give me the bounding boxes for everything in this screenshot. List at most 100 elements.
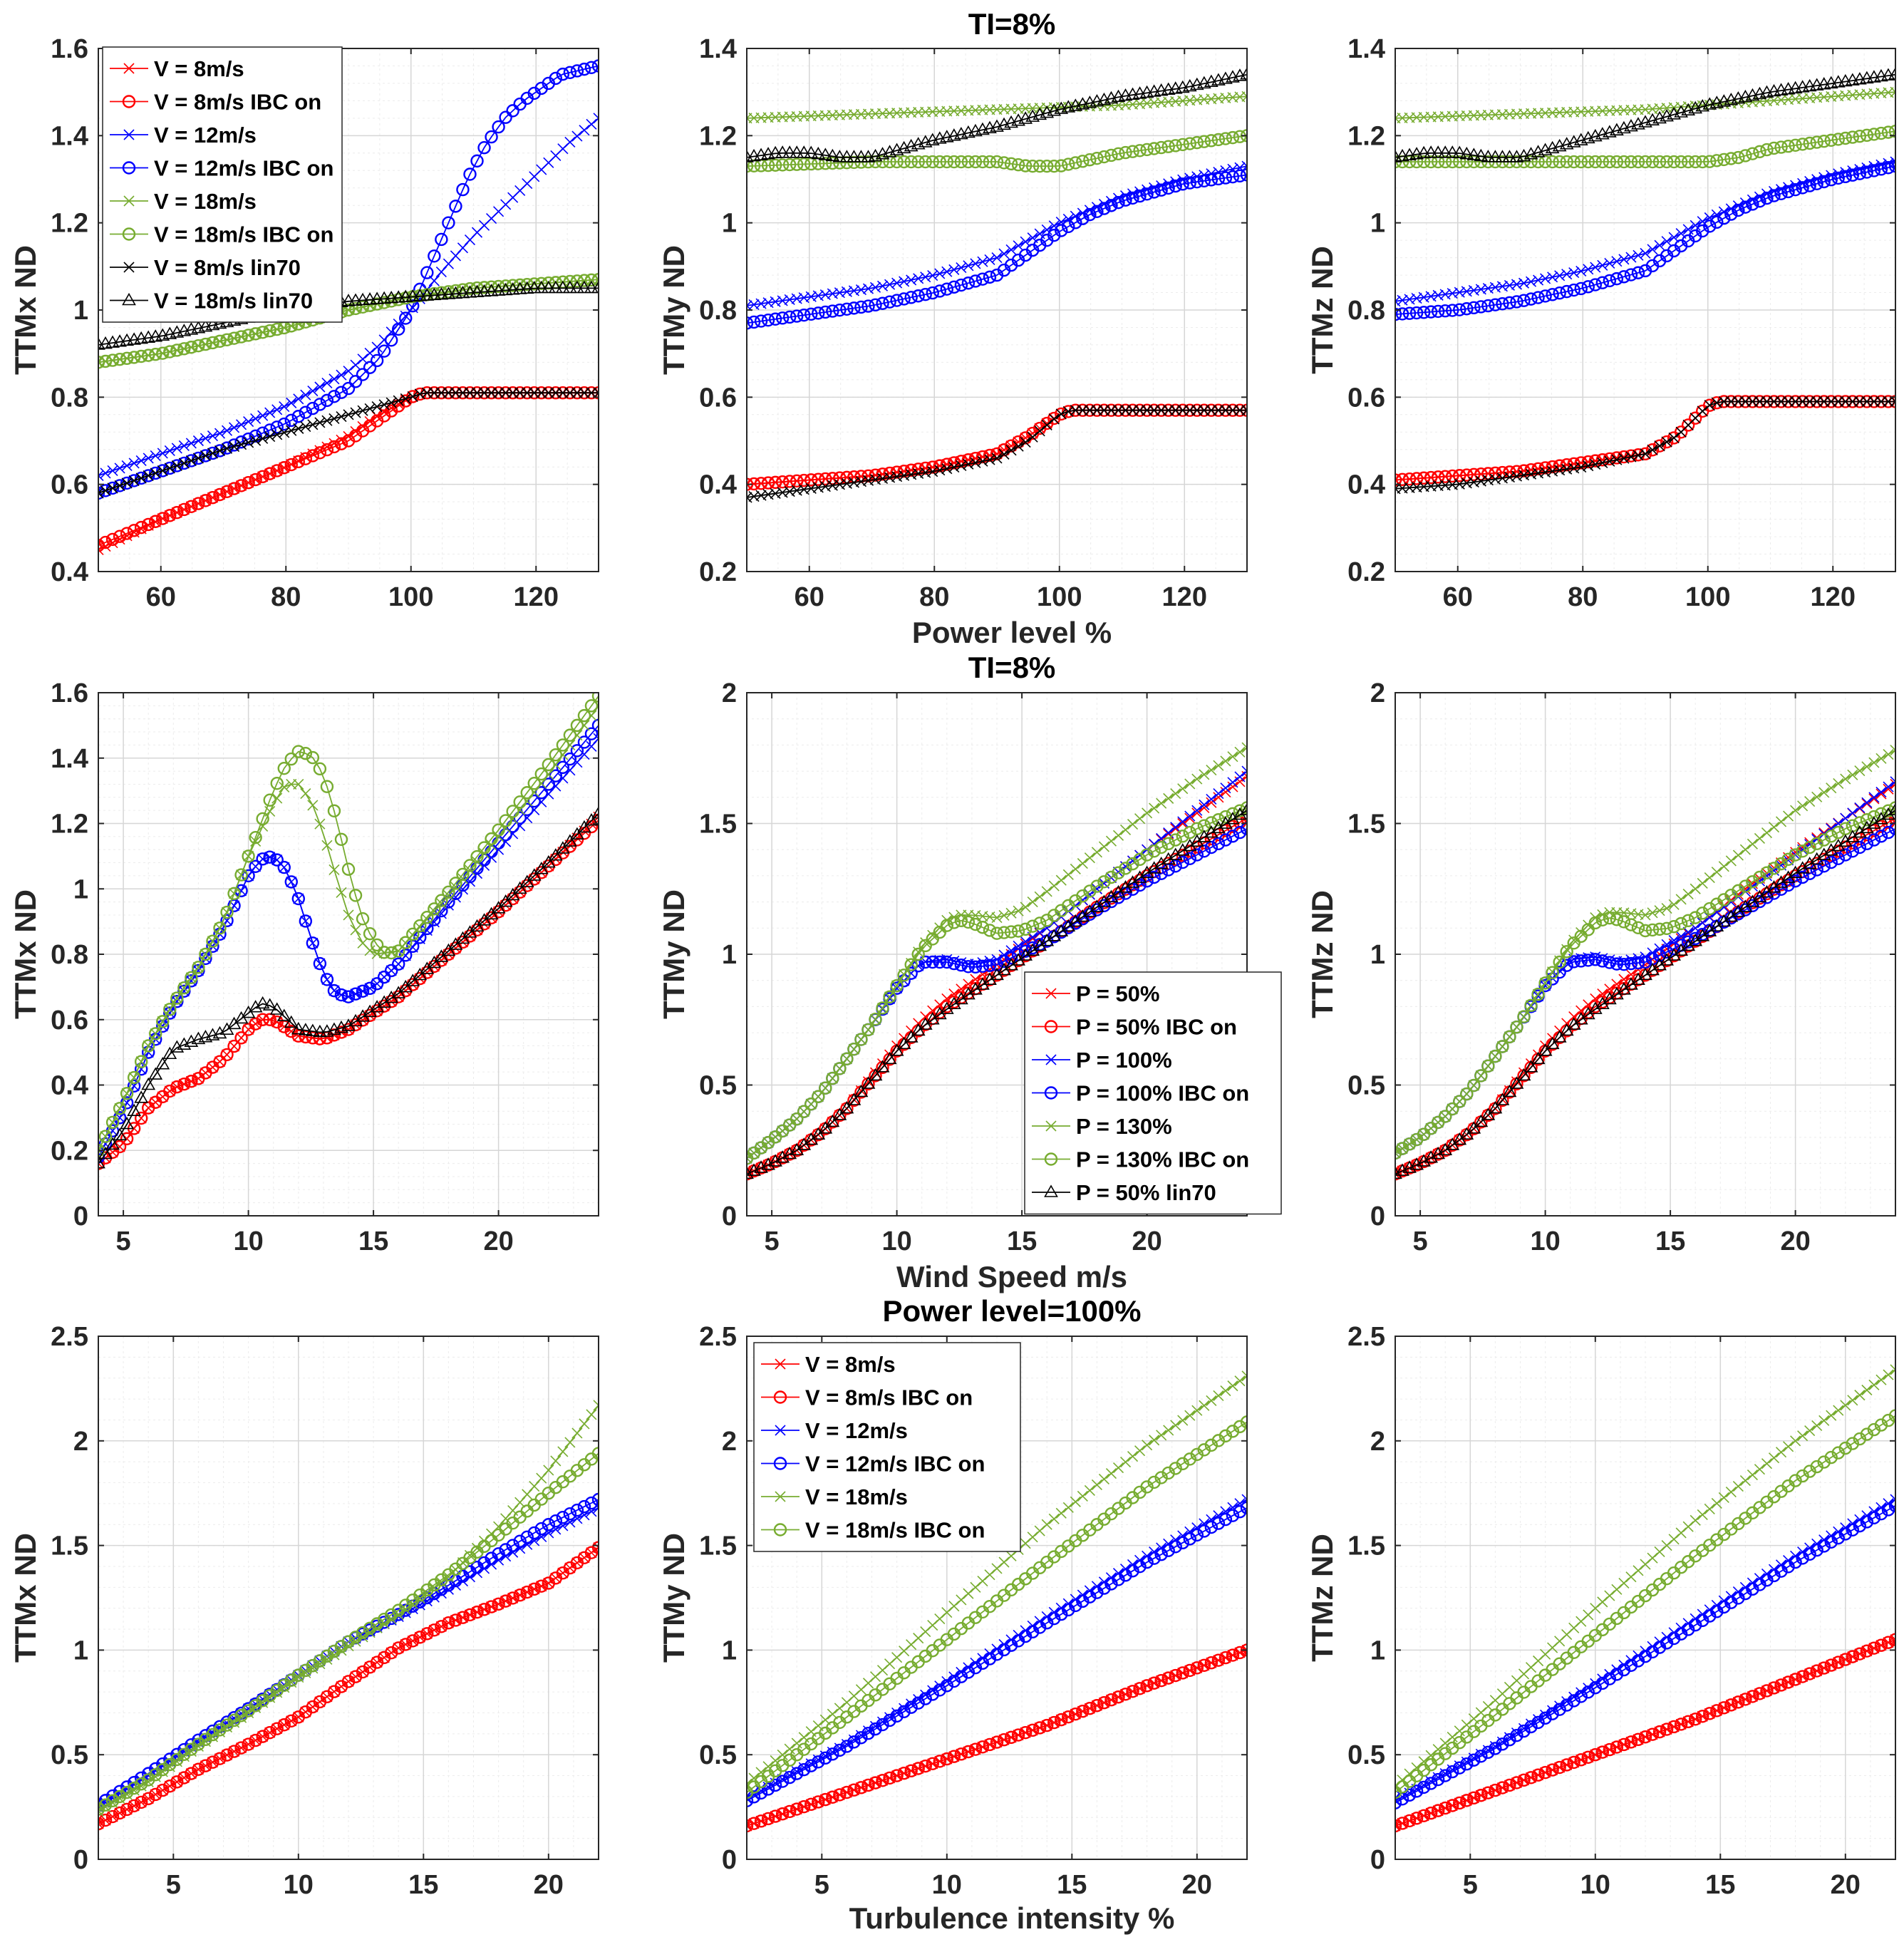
y-tick-label: 0.4 (51, 557, 88, 587)
y-tick-label: 0.2 (1347, 557, 1385, 587)
y-tick-label: 0.4 (1347, 470, 1385, 500)
x-tick-label: 10 (932, 1870, 962, 1900)
legend-label: P = 50% IBC on (1076, 1015, 1237, 1040)
legend-label: V = 12m/s (154, 123, 257, 148)
x-tick-label: 100 (388, 582, 433, 612)
y-axis-label: TTMx ND (9, 1533, 42, 1663)
x-tick-label: 60 (1443, 582, 1473, 612)
legend-label: V = 18m/s lin70 (154, 289, 313, 314)
y-axis-label: TTMz ND (1305, 890, 1339, 1018)
y-tick-label: 0.5 (51, 1740, 88, 1770)
x-tick-label: 60 (795, 582, 824, 612)
middle-row-xlabel: Wind Speed m/s (896, 1260, 1127, 1293)
y-tick-label: 0.6 (699, 383, 737, 413)
y-tick-label: 1 (1370, 209, 1385, 239)
y-tick-label: 0.6 (51, 1006, 88, 1035)
x-tick-label: 10 (233, 1226, 263, 1256)
x-tick-label: 15 (1007, 1226, 1037, 1256)
middle-row-title: TI=8% (968, 651, 1056, 684)
y-tick-label: 1.5 (1347, 810, 1385, 840)
x-tick-label: 120 (1162, 582, 1207, 612)
x-tick-label: 15 (1057, 1870, 1087, 1900)
y-tick-label: 0.6 (51, 470, 88, 500)
x-tick-label: 120 (1811, 582, 1856, 612)
y-tick-label: 0.5 (699, 1071, 737, 1101)
y-tick-label: 1.5 (699, 810, 737, 840)
y-tick-label: 2.5 (51, 1322, 88, 1352)
x-tick-label: 80 (919, 582, 949, 612)
y-tick-label: 1.4 (1347, 34, 1385, 64)
y-tick-label: 1 (722, 940, 737, 970)
y-tick-label: 1.5 (699, 1532, 737, 1561)
x-tick-label: 15 (1655, 1226, 1685, 1256)
legend: V = 8m/sV = 8m/s IBC onV = 12m/sV = 12m/… (754, 1343, 1020, 1551)
y-tick-label: 1.4 (51, 744, 88, 774)
x-tick-label: 5 (765, 1226, 780, 1256)
x-tick-label: 120 (514, 582, 559, 612)
y-tick-label: 1.2 (51, 810, 88, 840)
x-tick-label: 15 (358, 1226, 388, 1256)
y-axis-label: TTMy ND (657, 245, 690, 375)
y-tick-label: 1.5 (51, 1532, 88, 1561)
y-tick-label: 0 (1370, 1202, 1385, 1231)
legend-label: V = 8m/s (154, 56, 244, 81)
y-tick-label: 1 (73, 296, 88, 326)
y-tick-label: 2 (73, 1427, 88, 1457)
x-tick-label: 5 (166, 1870, 181, 1900)
x-tick-label: 80 (1568, 582, 1598, 612)
y-tick-label: 1.2 (1347, 121, 1385, 151)
y-axis-label: TTMx ND (9, 245, 42, 375)
legend-label: V = 18m/s (154, 189, 257, 214)
x-tick-label: 10 (284, 1870, 314, 1900)
y-tick-label: 0.4 (699, 470, 737, 500)
y-tick-label: 0.4 (51, 1071, 88, 1101)
x-tick-label: 20 (1780, 1226, 1810, 1256)
y-tick-label: 2 (722, 1427, 737, 1457)
y-tick-label: 1.4 (51, 121, 88, 151)
y-tick-label: 1 (73, 874, 88, 904)
legend-label: V = 8m/s lin70 (154, 255, 301, 280)
y-axis-label: TTMy ND (657, 1533, 690, 1663)
legend-label: V = 18m/s IBC on (154, 222, 333, 247)
y-tick-label: 0 (722, 1202, 737, 1231)
y-tick-label: 0.5 (699, 1740, 737, 1770)
y-tick-label: 0 (722, 1845, 737, 1875)
legend-label: P = 50% (1076, 981, 1160, 1006)
y-tick-label: 1 (722, 209, 737, 239)
y-tick-label: 1 (722, 1636, 737, 1665)
legend: V = 8m/sV = 8m/s IBC onV = 12m/sV = 12m/… (103, 47, 342, 322)
legend: P = 50%P = 50% IBC onP = 100%P = 100% IB… (1025, 972, 1281, 1214)
y-tick-label: 2 (1370, 678, 1385, 708)
y-tick-label: 0.8 (699, 296, 737, 326)
y-tick-label: 0.2 (699, 557, 737, 587)
y-tick-label: 0.2 (51, 1136, 88, 1166)
x-tick-label: 80 (271, 582, 301, 612)
y-tick-label: 2 (722, 678, 737, 708)
y-tick-label: 0.8 (51, 383, 88, 413)
legend-box (103, 47, 342, 322)
legend-label: V = 12m/s IBC on (154, 156, 333, 181)
legend-label: P = 100% (1076, 1048, 1172, 1073)
x-tick-label: 10 (1530, 1226, 1560, 1256)
x-tick-label: 5 (1413, 1226, 1428, 1256)
x-tick-label: 20 (1132, 1226, 1161, 1256)
y-tick-label: 1.2 (51, 209, 88, 239)
y-tick-label: 0 (73, 1202, 88, 1231)
x-tick-label: 100 (1685, 582, 1730, 612)
bottom-row-title: Power level=100% (882, 1294, 1141, 1328)
x-tick-label: 20 (483, 1226, 513, 1256)
y-axis-label: TTMx ND (9, 889, 42, 1019)
x-tick-label: 10 (881, 1226, 911, 1256)
x-tick-label: 20 (1182, 1870, 1212, 1900)
bottom-row-xlabel: Turbulence intensity % (849, 1901, 1175, 1935)
legend-label: V = 8m/s (805, 1352, 896, 1377)
